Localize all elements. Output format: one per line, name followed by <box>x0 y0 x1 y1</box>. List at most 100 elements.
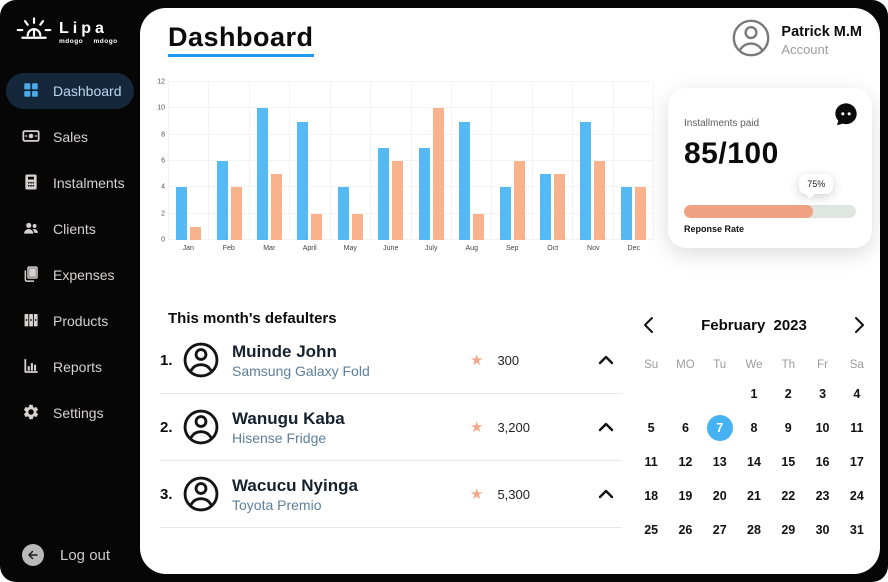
calendar-date[interactable]: 11 <box>850 421 864 435</box>
progress-tooltip: 75% <box>799 174 834 194</box>
calendar-date[interactable]: 31 <box>849 523 864 537</box>
logo-name: Lipa <box>59 20 108 38</box>
bar-group <box>572 82 612 240</box>
day-header: Fr <box>817 359 828 371</box>
gridline <box>168 81 653 82</box>
calendar-cell: 6 <box>668 411 702 445</box>
collapse-chevron-icon[interactable] <box>562 422 622 432</box>
calendar-cell: 11 <box>840 411 874 445</box>
calendar-date[interactable]: 12 <box>678 455 693 469</box>
calendar-date[interactable]: 29 <box>781 523 796 537</box>
calendar-date[interactable]: 27 <box>712 523 727 537</box>
x-tick-label: Aug <box>465 245 478 252</box>
x-tick-label: Dec <box>627 245 640 252</box>
calendar-cell: 22 <box>771 479 805 513</box>
calendar-date[interactable]: 22 <box>781 489 796 503</box>
x-tick-label: Jan <box>182 245 194 252</box>
sidebar-item-sales[interactable]: Sales <box>6 119 134 155</box>
calendar-cell: 21 <box>737 479 771 513</box>
sidebar-item-products[interactable]: Products <box>6 303 134 339</box>
calendar-next-icon[interactable] <box>851 313 868 337</box>
calendar-date[interactable]: 13 <box>712 455 727 469</box>
sidebar-item-label: Reports <box>53 359 103 375</box>
bar-group <box>168 82 208 240</box>
x-tick-label: Sep <box>506 245 519 252</box>
calendar-date[interactable]: 16 <box>815 455 830 469</box>
progress-fill <box>684 205 813 218</box>
account-chip[interactable]: Patrick M.M Account <box>731 18 862 63</box>
calendar-date[interactable]: 9 <box>784 421 792 435</box>
calendar-date[interactable]: 5 <box>647 421 655 435</box>
sidebar-item-reports[interactable]: Reports <box>6 349 134 385</box>
account-name: Patrick M.M <box>781 24 862 40</box>
calendar-date[interactable]: 7 <box>706 415 733 441</box>
calendar-date[interactable]: 18 <box>644 489 659 503</box>
calendar-date[interactable]: 26 <box>678 523 693 537</box>
sidebar-item-clients[interactable]: Clients <box>6 211 134 247</box>
day-header: Th <box>781 359 795 371</box>
bar-group <box>491 82 531 240</box>
calendar-prev-icon[interactable] <box>640 313 657 337</box>
documents-icon <box>22 265 40 286</box>
calendar-cell: 29 <box>771 513 805 547</box>
calendar-date[interactable]: 3 <box>819 387 827 401</box>
bar-group <box>329 82 370 240</box>
calendar-cell: 19 <box>668 479 702 513</box>
calendar-date[interactable]: 23 <box>815 489 830 503</box>
calendar-date[interactable]: 24 <box>849 489 864 503</box>
gridline <box>168 160 653 161</box>
calendar-date[interactable]: 20 <box>712 489 727 503</box>
binders-icon <box>22 311 40 332</box>
chart-plot <box>168 81 654 240</box>
calendar-cell <box>703 377 737 411</box>
sidebar-item-instalments[interactable]: Instalments <box>6 165 134 201</box>
calendar-cell: 7 <box>703 411 737 445</box>
chat-icon[interactable] <box>833 101 859 132</box>
sidebar-item-label: Products <box>53 313 109 329</box>
person-avatar-icon <box>182 341 220 379</box>
calendar-date[interactable]: 21 <box>747 489 761 503</box>
y-tick-label: 10 <box>157 104 165 112</box>
calendar-date[interactable]: 19 <box>678 489 693 503</box>
x-tick-label: Nov <box>587 245 600 252</box>
orange-bar <box>634 187 646 240</box>
calendar-date[interactable]: 30 <box>815 523 830 537</box>
calendar-cell: 31 <box>840 513 874 547</box>
x-tick-label: May <box>343 245 357 252</box>
calendar-date[interactable]: 4 <box>853 387 861 401</box>
y-tick-label: 6 <box>161 157 165 165</box>
gridline <box>168 133 653 135</box>
sidebar-item-dashboard[interactable]: Dashboard <box>6 73 134 109</box>
calendar-date[interactable]: 2 <box>784 387 792 401</box>
calendar-date[interactable]: 17 <box>849 455 864 469</box>
logout-button[interactable]: Log out <box>22 544 110 566</box>
calendar-date[interactable]: 6 <box>681 421 689 435</box>
calendar-date[interactable]: 28 <box>747 523 761 537</box>
blue-bar <box>459 121 471 240</box>
sidebar-item-settings[interactable]: Settings <box>6 395 134 431</box>
monthly-chart: 0 2 4 6 8 10 12 Jan Feb Mar April May June July Aug Se… <box>152 79 654 252</box>
orange-bar <box>230 187 242 240</box>
sidebar-item-expenses[interactable]: Expenses <box>6 257 134 293</box>
calendar-date[interactable]: 25 <box>644 523 659 537</box>
calendar-date[interactable]: 10 <box>815 421 830 435</box>
calendar-date[interactable]: 15 <box>781 455 796 469</box>
collapse-chevron-icon[interactable] <box>562 489 622 499</box>
calendar-cell: 1 <box>737 377 771 411</box>
calendar-cell: 23 <box>805 479 839 513</box>
calendar-cell: 25 <box>634 513 668 547</box>
calendar-cell <box>634 377 668 411</box>
dashboard-grid-icon <box>22 81 40 102</box>
blue-bar <box>337 187 349 240</box>
calendar-date[interactable]: 8 <box>750 421 758 435</box>
orange-bar <box>271 174 283 240</box>
logout-label: Log out <box>60 546 111 564</box>
collapse-chevron-icon[interactable] <box>562 355 622 365</box>
calendar-date[interactable]: 1 <box>750 387 758 401</box>
day-header: MO <box>676 359 695 371</box>
calendar-date[interactable]: 11 <box>644 455 658 469</box>
calendar-date[interactable]: 14 <box>747 455 761 469</box>
gear-icon <box>22 403 40 424</box>
calendar-cell: 17 <box>840 445 874 479</box>
day-header: Sa <box>849 359 864 371</box>
